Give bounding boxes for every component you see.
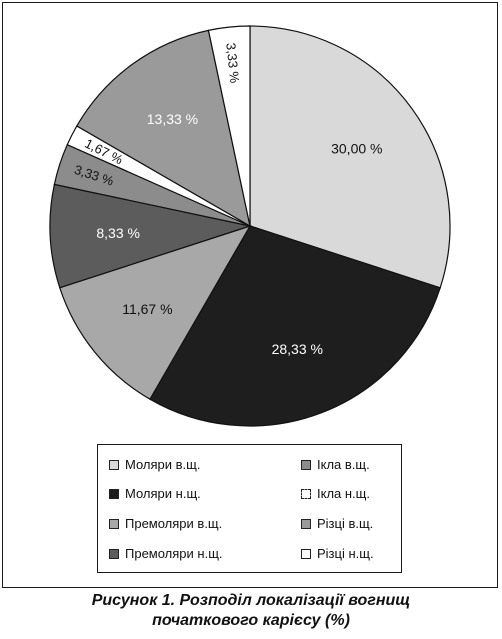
legend-item: Різці в.щ. — [301, 516, 373, 531]
legend-swatch — [109, 459, 119, 470]
legend-swatch — [109, 548, 119, 559]
legend-swatch — [109, 518, 119, 529]
legend-swatch — [301, 488, 311, 499]
legend-item: Ікла н.щ. — [301, 486, 370, 501]
pie-slice — [207, 25, 251, 227]
legend-label: Моляри н.щ. — [125, 486, 201, 501]
legend-item: Різці н.щ. — [301, 546, 374, 561]
legend-label: Премоляри в.щ. — [125, 516, 223, 531]
legend-item: Ікла в.щ. — [301, 457, 370, 472]
slice-label: 30,00 % — [331, 140, 382, 156]
legend-item: Моляри н.щ. — [109, 486, 201, 501]
legend-item: Премоляри н.щ. — [109, 546, 223, 561]
legend-label: Моляри в.щ. — [125, 457, 201, 472]
legend-swatch — [301, 459, 311, 470]
legend-swatch — [301, 518, 311, 529]
legend-label: Премоляри н.щ. — [125, 546, 223, 561]
pie-slice — [249, 25, 451, 289]
legend-label: Різці в.щ. — [317, 516, 374, 531]
slice-label: 13,33 % — [147, 111, 198, 127]
slice-label: 3,33 % — [223, 42, 242, 84]
legend: Моляри в.щ. Ікла в.щ. Моляри н.щ. Ікла н… — [97, 444, 402, 573]
slice-label: 8,33 % — [96, 225, 140, 241]
figure-caption: Рисунок 1. Розподіл локалізації вогнищ п… — [0, 591, 502, 631]
pie-slice — [76, 29, 251, 228]
pie-slice — [149, 225, 441, 427]
legend-swatch — [109, 488, 119, 499]
slice-label: 11,67 % — [122, 301, 172, 317]
legend-label: Ікла в.щ. — [317, 457, 370, 472]
legend-item: Моляри в.щ. — [109, 457, 200, 472]
slice-label: 28,33 % — [272, 341, 323, 357]
legend-item: Премоляри в.щ. — [109, 516, 222, 531]
pie-slice — [59, 224, 252, 401]
legend-label: Різці н.щ. — [317, 546, 374, 561]
legend-label: Ікла н.щ. — [317, 486, 370, 501]
legend-swatch — [301, 548, 311, 559]
caption-line-1: Рисунок 1. Розподіл локалізації вогнищ — [91, 592, 411, 609]
pie-slice — [49, 183, 253, 289]
caption-line-2: початкового карієсу (%) — [152, 612, 350, 629]
